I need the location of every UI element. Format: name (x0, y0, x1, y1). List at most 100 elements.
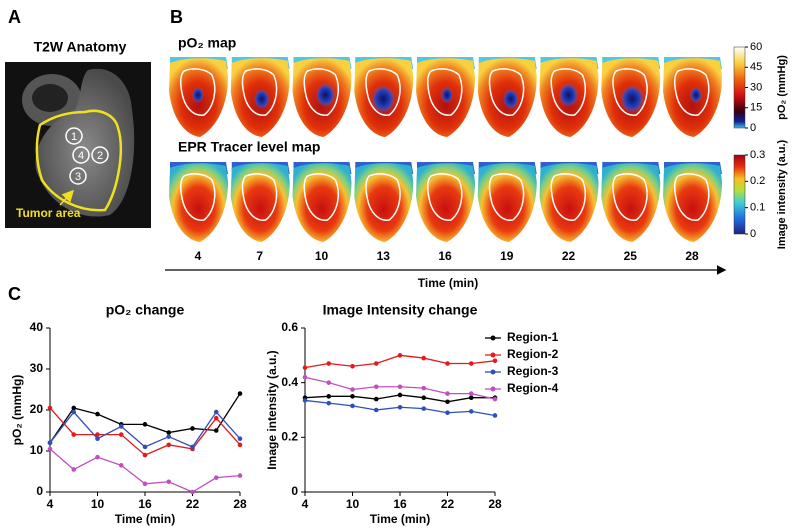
contour (488, 173, 525, 221)
colorbar-tick-label: 45 (750, 61, 762, 73)
data-point (445, 399, 450, 405)
contour (550, 68, 586, 116)
data-point (373, 361, 379, 366)
data-point (350, 394, 355, 399)
hypoxic-spot (502, 89, 519, 109)
map-image (169, 57, 228, 137)
y-axis-label: Image intensity (a.u.) (265, 350, 279, 469)
contour (612, 68, 648, 116)
panel-label: C (8, 284, 21, 304)
data-point (47, 440, 53, 446)
x-tick-label: 4 (302, 497, 309, 511)
time-tick-label: 7 (256, 249, 263, 263)
data-point (118, 432, 124, 437)
y-tick-label: 10 (30, 443, 44, 457)
data-point (326, 400, 332, 406)
x-tick-label: 28 (488, 497, 502, 511)
data-point (190, 489, 195, 495)
y-tick-label: 0.4 (281, 375, 298, 389)
data-point (373, 384, 379, 390)
map-image (601, 57, 661, 137)
colorbar-tick-label: 30 (750, 81, 762, 93)
data-point (166, 479, 172, 485)
data-point (166, 434, 172, 439)
map-image (169, 162, 228, 242)
x-tick-label: 10 (346, 497, 360, 511)
region-marker: 2 (97, 150, 103, 162)
data-point (95, 436, 100, 442)
data-point (350, 403, 355, 409)
hypoxic-spot (192, 87, 204, 103)
data-point (166, 430, 172, 435)
contour (179, 173, 216, 221)
image-title: T2W Anatomy (34, 39, 127, 55)
data-point (237, 391, 243, 396)
y-tick-label: 0 (36, 484, 43, 498)
contour (179, 68, 216, 116)
x-tick-label: 16 (393, 497, 407, 511)
legend-label: Region-1 (507, 330, 559, 344)
x-axis-label: Time (min) (370, 512, 430, 526)
contour (550, 173, 586, 221)
contour (303, 68, 339, 116)
x-tick-label: 22 (186, 497, 200, 511)
data-point (190, 426, 195, 431)
data-point (166, 442, 172, 448)
hypoxic-spot (441, 87, 453, 103)
hypoxic-spot (690, 87, 702, 103)
colorbar-label: Image intensity (a.u.) (776, 139, 788, 249)
map-image (539, 162, 599, 242)
data-point (47, 446, 53, 452)
x-tick-label: 22 (441, 497, 455, 511)
y-tick-label: 30 (30, 361, 44, 375)
data-point (190, 444, 195, 450)
map-body (663, 163, 722, 242)
data-point (118, 463, 124, 468)
panel-label: B (170, 7, 183, 27)
map-image (477, 162, 537, 242)
time-tick-label: 4 (195, 249, 202, 263)
contour (241, 68, 278, 116)
colorbar-tick-label: 0.1 (750, 202, 765, 214)
data-point (71, 432, 77, 437)
map-image (663, 162, 722, 242)
map-image (230, 162, 290, 242)
contour (488, 68, 525, 116)
x-axis-label: Time (min) (115, 512, 175, 526)
region-marker: 3 (75, 171, 81, 183)
data-point (397, 353, 403, 358)
data-point (421, 395, 427, 401)
legend-marker (490, 369, 496, 375)
data-point (373, 396, 379, 402)
maps: pO₂ map 0 15 30 45 60 pO₂ (mmHg) EPR Tracer lev… (165, 35, 788, 290)
map-body (539, 163, 599, 242)
hypoxic-spot (371, 85, 396, 113)
data-point (350, 363, 355, 369)
colorbar (733, 154, 746, 235)
hypoxic-spot (620, 85, 645, 113)
legend-marker (490, 352, 496, 358)
data-point (421, 406, 427, 411)
colorbar-tick-label: 60 (750, 41, 762, 53)
map-image (292, 57, 352, 137)
colorbar-tick-label: 15 (750, 102, 762, 114)
map-body (601, 163, 661, 242)
data-point (95, 411, 100, 417)
colorbar-label: pO₂ (mmHg) (776, 55, 788, 120)
map-image (354, 162, 414, 242)
time-tick-label: 19 (500, 249, 514, 263)
x-tick-label: 4 (47, 497, 54, 511)
chart-title: Image Intensity change (323, 302, 478, 318)
map-image (601, 162, 661, 242)
data-point (492, 358, 498, 364)
y-tick-label: 40 (30, 320, 44, 334)
data-point (421, 385, 427, 391)
data-point (237, 442, 243, 448)
time-tick-label: 22 (562, 249, 576, 263)
contour (673, 68, 710, 116)
contour (426, 173, 463, 221)
y-axis-label: pO₂ (mmHg) (10, 375, 24, 446)
data-point (468, 361, 474, 366)
colorbar (733, 46, 746, 129)
